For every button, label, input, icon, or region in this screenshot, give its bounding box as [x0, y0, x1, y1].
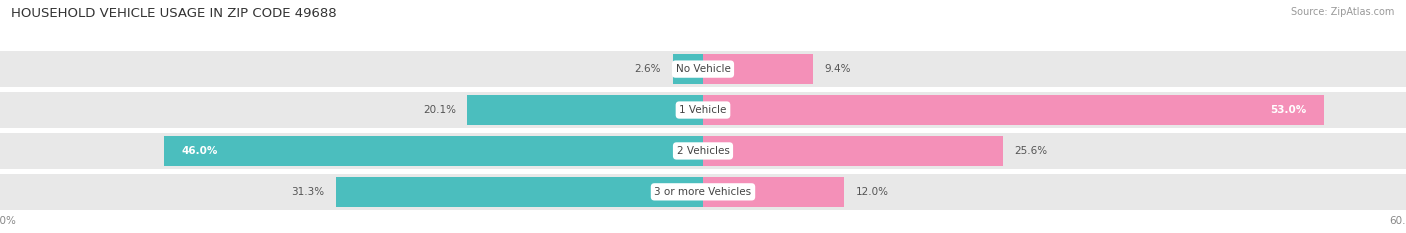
Text: 3 or more Vehicles: 3 or more Vehicles — [654, 187, 752, 197]
Text: 12.0%: 12.0% — [855, 187, 889, 197]
Bar — [703, 92, 1406, 128]
Bar — [703, 95, 1324, 125]
Bar — [703, 51, 1406, 87]
Bar — [703, 177, 844, 207]
Bar — [703, 54, 813, 84]
Bar — [165, 136, 703, 166]
Text: Source: ZipAtlas.com: Source: ZipAtlas.com — [1291, 7, 1395, 17]
Text: 31.3%: 31.3% — [291, 187, 325, 197]
Bar — [0, 174, 703, 210]
Bar — [672, 54, 703, 84]
Bar — [0, 92, 703, 128]
Text: 20.1%: 20.1% — [423, 105, 456, 115]
Bar — [0, 51, 703, 87]
Text: 1 Vehicle: 1 Vehicle — [679, 105, 727, 115]
Bar — [336, 177, 703, 207]
Bar — [703, 136, 1002, 166]
Text: 2.6%: 2.6% — [634, 64, 661, 74]
Text: 53.0%: 53.0% — [1270, 105, 1306, 115]
Bar — [467, 95, 703, 125]
Bar — [703, 133, 1406, 169]
Text: 25.6%: 25.6% — [1015, 146, 1047, 156]
Bar — [703, 174, 1406, 210]
Text: 9.4%: 9.4% — [825, 64, 852, 74]
Text: 2 Vehicles: 2 Vehicles — [676, 146, 730, 156]
Text: No Vehicle: No Vehicle — [675, 64, 731, 74]
Text: 46.0%: 46.0% — [181, 146, 218, 156]
Bar — [0, 133, 703, 169]
Text: HOUSEHOLD VEHICLE USAGE IN ZIP CODE 49688: HOUSEHOLD VEHICLE USAGE IN ZIP CODE 4968… — [11, 7, 337, 20]
